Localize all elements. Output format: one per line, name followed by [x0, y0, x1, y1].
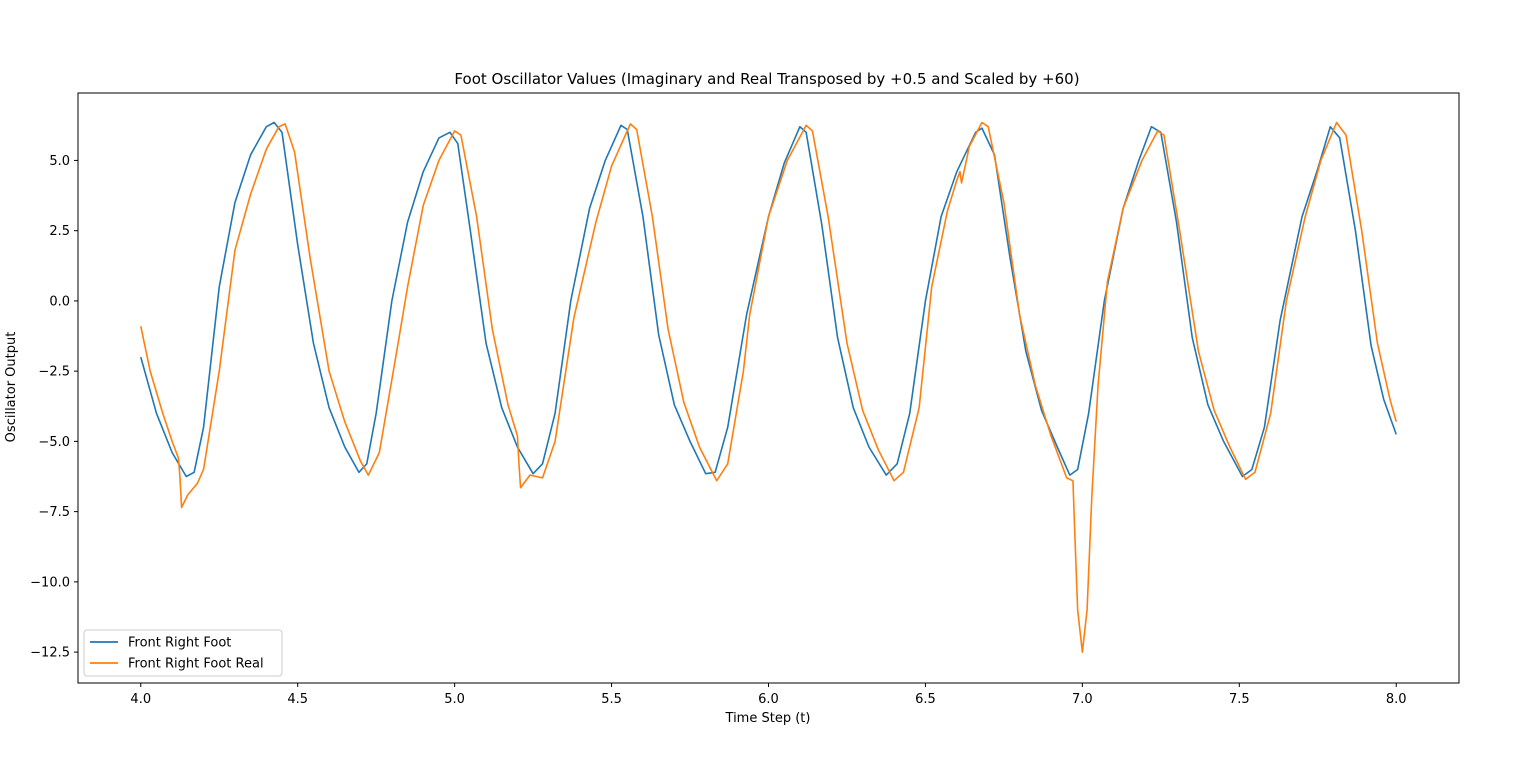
x-tick-label: 5.5	[601, 692, 622, 707]
legend-box	[83, 629, 283, 677]
y-tick-label: −5.0	[38, 435, 70, 450]
x-tick-label: 6.5	[915, 692, 936, 707]
y-tick-label: −12.5	[30, 646, 70, 661]
y-tick-label: 2.5	[49, 224, 70, 239]
x-axis: 4.0 4.5 5.0 5.5 6.0 6.5 7.0 7.5 8.0	[130, 683, 1407, 707]
y-axis-label: Oscillator Output	[4, 332, 19, 443]
x-tick-label: 8.0	[1386, 692, 1407, 707]
y-tick-label: −7.5	[38, 505, 70, 520]
y-tick-label: −10.0	[30, 575, 70, 590]
x-tick-label: 7.0	[1072, 692, 1093, 707]
y-axis: 5.0 2.5 0.0 −2.5 −5.0 −7.5 −10.0 −12.5	[30, 154, 78, 661]
legend-label-1: Front Right Foot	[128, 636, 231, 651]
y-tick-label: −2.5	[38, 365, 70, 380]
legend-label-2: Front Right Foot Real	[128, 657, 264, 672]
x-tick-label: 4.0	[130, 692, 151, 707]
legend: Front Right Foot Front Right Foot Real	[83, 629, 283, 677]
plot-area	[77, 92, 1460, 684]
y-tick-label: 5.0	[49, 154, 70, 169]
x-axis-label: Time Step (t)	[725, 711, 811, 726]
series-line-2	[139, 121, 1398, 653]
series-lines	[139, 121, 1398, 653]
x-tick-label: 4.5	[287, 692, 308, 707]
x-tick-label: 6.0	[758, 692, 779, 707]
y-tick-label: 0.0	[49, 294, 70, 309]
x-tick-label: 5.0	[444, 692, 465, 707]
x-tick-label: 7.5	[1229, 692, 1250, 707]
chart-title: Foot Oscillator Values (Imaginary and Re…	[454, 70, 1079, 88]
series-line-1	[139, 121, 1397, 478]
